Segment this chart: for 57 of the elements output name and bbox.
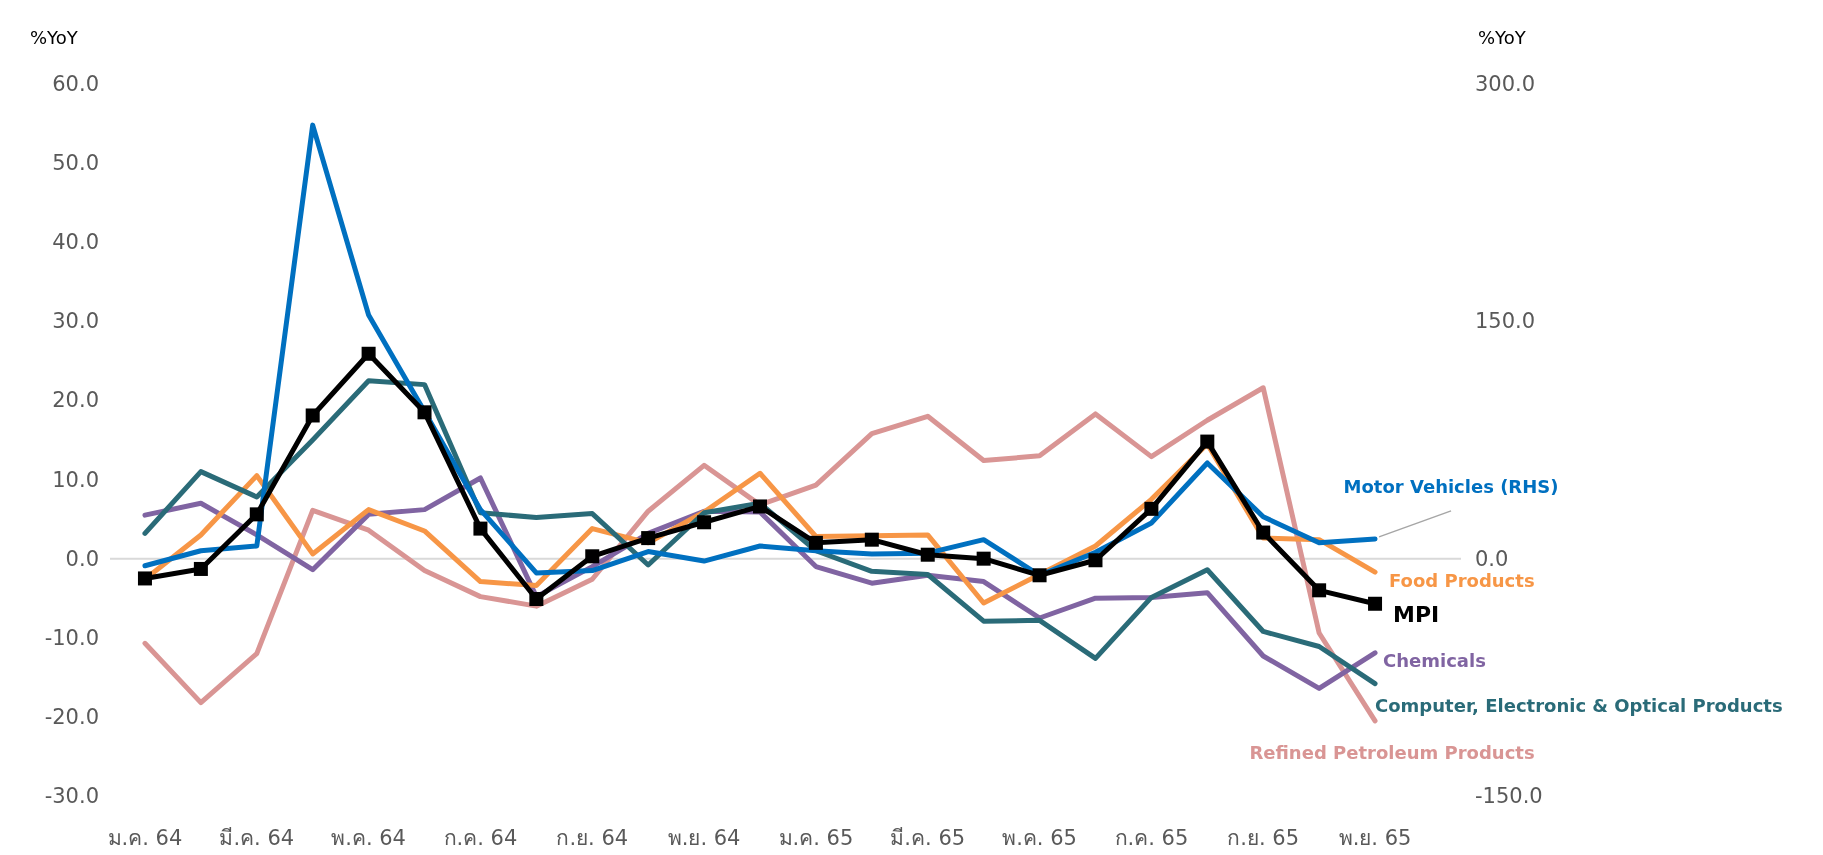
point	[864, 532, 879, 547]
y-tick-label: -10.0	[44, 625, 99, 650]
y-tick-label: 30.0	[52, 309, 99, 334]
point	[920, 547, 935, 562]
point	[1312, 583, 1327, 598]
point	[1088, 553, 1103, 568]
point	[808, 535, 823, 550]
y-tick-label: 60.0	[52, 72, 99, 96]
text: Motor Vehicles (RHS)	[1343, 475, 1559, 497]
point	[361, 346, 376, 361]
series-label: MPI	[1393, 601, 1440, 627]
y-tick-label: 50.0	[52, 151, 99, 176]
y-tick-label: 20.0	[52, 388, 99, 413]
point	[193, 561, 208, 576]
series-label: Food Products	[1389, 570, 1535, 592]
point	[697, 515, 712, 530]
y2-tick-label: 300.0	[1475, 72, 1536, 96]
point	[249, 507, 264, 522]
x-tick-label: ก.ย. 64	[556, 826, 629, 850]
series-label: Computer, Electronic & Optical Products	[1375, 694, 1783, 716]
x-tick-label: ก.ค. 65	[1114, 826, 1189, 850]
point	[305, 408, 320, 423]
y-tick-label: 0.0	[65, 546, 99, 571]
x-tick-label: พ.ค. 65	[1002, 826, 1077, 850]
point	[753, 499, 767, 514]
point	[137, 571, 152, 586]
point	[1200, 434, 1215, 449]
x-tick-label: มี.ค. 64	[219, 826, 295, 850]
point	[417, 405, 432, 420]
point	[473, 521, 488, 536]
point	[1256, 525, 1271, 540]
point	[976, 551, 991, 566]
x-tick-label: พ.ย. 64	[667, 826, 741, 850]
x-tick-label: ก.ย. 65	[1227, 826, 1300, 850]
y-tick-label: 40.0	[52, 230, 99, 255]
y-tick-label: 10.0	[52, 467, 99, 492]
y2-tick-label: 150.0	[1475, 309, 1536, 334]
point	[1368, 596, 1383, 611]
point	[1144, 501, 1159, 516]
x-tick-label: มี.ค. 65	[890, 826, 966, 850]
series-label: Chemicals	[1383, 649, 1486, 671]
x-tick-label: พ.ค. 64	[331, 826, 406, 850]
y-tick-label: -20.0	[44, 704, 99, 729]
x-tick-label: ม.ค. 65	[778, 826, 854, 850]
point	[585, 549, 600, 564]
x-tick-label: ม.ค. 64	[107, 826, 183, 850]
y2-tick-label: -150.0	[1475, 784, 1543, 808]
y-tick-label: -30.0	[44, 784, 99, 808]
y2-axis-title: %YoY	[1478, 27, 1527, 48]
point	[641, 531, 656, 546]
x-tick-label: ก.ค. 64	[443, 826, 518, 850]
series-label: Refined Petroleum Products	[1249, 741, 1535, 763]
x-tick-label: พ.ย. 65	[1338, 826, 1412, 850]
point	[1032, 568, 1047, 583]
y-axis-title: %YoY	[30, 27, 79, 48]
point	[529, 592, 544, 607]
y2-tick-label: 0.0	[1475, 546, 1509, 571]
